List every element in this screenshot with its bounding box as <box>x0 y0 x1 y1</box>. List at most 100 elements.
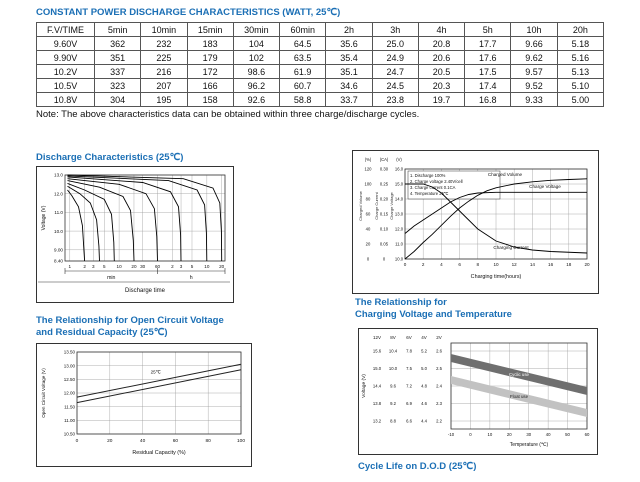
table-header-cell: 20h <box>556 22 605 37</box>
svg-text:10.0: 10.0 <box>395 257 404 262</box>
value-cell: 225 <box>140 50 188 65</box>
value-cell: 98.6 <box>232 64 281 79</box>
svg-text:6: 6 <box>458 262 461 267</box>
value-cell: 232 <box>140 36 188 51</box>
svg-text:13.0: 13.0 <box>54 173 63 178</box>
svg-text:12.50: 12.50 <box>64 377 76 382</box>
value-cell: 35.4 <box>325 50 373 65</box>
svg-text:8: 8 <box>477 262 480 267</box>
value-cell: 35.1 <box>325 64 373 79</box>
value-cell: 34.6 <box>325 78 373 93</box>
svg-text:10.0: 10.0 <box>389 366 398 371</box>
svg-text:4.8: 4.8 <box>421 384 427 389</box>
svg-text:40: 40 <box>140 438 146 444</box>
svg-text:0: 0 <box>404 262 407 267</box>
value-cell: 61.9 <box>279 64 327 79</box>
svg-text:Charge Current: Charge Current <box>374 191 379 219</box>
svg-text:4. Temperature 25℃: 4. Temperature 25℃ <box>410 191 449 196</box>
fv-cell: 10.8V <box>36 92 95 107</box>
value-cell: 17.6 <box>464 50 512 65</box>
value-cell: 158 <box>186 92 234 107</box>
svg-text:Charge Voltage: Charge Voltage <box>389 191 394 219</box>
value-cell: 9.62 <box>510 50 558 65</box>
svg-text:2.6: 2.6 <box>436 349 442 354</box>
value-cell: 5.18 <box>556 36 605 51</box>
svg-text:Charged Volume: Charged Volume <box>358 190 363 221</box>
value-cell: 20.6 <box>417 50 466 65</box>
page-title: CONSTANT POWER DISCHARGE CHARACTERISTICS… <box>36 7 341 18</box>
value-cell: 172 <box>186 64 234 79</box>
svg-text:13.8: 13.8 <box>373 401 382 406</box>
cycle-life-title: Cycle Life on D.O.D (25℃) <box>358 461 477 472</box>
svg-text:5.2: 5.2 <box>421 349 427 354</box>
svg-text:20: 20 <box>107 438 113 444</box>
svg-text:Cyclic use: Cyclic use <box>509 372 530 377</box>
svg-text:0.20: 0.20 <box>380 197 389 202</box>
temp-chart-svg: 12V 8V 6V 4V 2V 15.6 10.4 7.8 5.2 2.6 15.0 10.0 7.5 5… <box>361 335 590 448</box>
svg-text:20: 20 <box>584 262 590 267</box>
svg-text:5: 5 <box>191 264 194 269</box>
svg-text:Charging time(hours): Charging time(hours) <box>471 274 522 280</box>
svg-text:1. Discharge 100%: 1. Discharge 100% <box>410 173 446 178</box>
svg-text:30: 30 <box>140 264 146 269</box>
value-cell: 20.3 <box>417 78 466 93</box>
svg-text:60: 60 <box>173 438 179 444</box>
svg-text:15.0: 15.0 <box>373 366 382 371</box>
svg-text:2: 2 <box>83 264 86 269</box>
svg-text:12: 12 <box>512 262 518 267</box>
svg-text:Voltage (V): Voltage (V) <box>41 205 47 230</box>
table-header-cell: 10min <box>140 22 188 37</box>
svg-text:13.0: 13.0 <box>395 212 404 217</box>
table-row: 10.2V 337 216 172 98.6 61.9 35.1 24.7 20.5 17.5 9.… <box>36 64 605 79</box>
svg-text:0.05: 0.05 <box>380 242 389 247</box>
discharge-chart-title: Discharge Characteristics (25℃) <box>36 152 184 163</box>
svg-text:18: 18 <box>566 262 572 267</box>
svg-text:-10: -10 <box>448 432 455 437</box>
svg-text:11.0: 11.0 <box>395 242 404 247</box>
value-cell: 19.7 <box>417 92 466 107</box>
table-header-cell: 15min <box>186 22 234 37</box>
value-cell: 9.52 <box>510 78 558 93</box>
svg-text:4V: 4V <box>421 335 427 340</box>
value-cell: 304 <box>93 92 142 107</box>
table-header-cell: F.V/TIME <box>36 22 95 37</box>
table-row: 9.90V 351 225 179 102 63.5 35.4 24.9 20.6 17.6 9.6… <box>36 50 605 65</box>
value-cell: 58.8 <box>279 92 327 107</box>
value-cell: 33.7 <box>325 92 373 107</box>
svg-text:100: 100 <box>237 438 245 444</box>
svg-text:1: 1 <box>68 264 71 269</box>
table-row: 10.8V 304 195 158 92.6 58.8 33.7 23.8 19.7 16.8 9.… <box>36 92 605 107</box>
table-header-cell: 30min <box>232 22 281 37</box>
value-cell: 20.8 <box>417 36 466 51</box>
table-header-row: F.V/TIME 5min 10min 15min 30min 60min 2h 3h 4h 5h… <box>36 22 605 37</box>
table-header-cell: 60min <box>279 22 327 37</box>
value-cell: 35.6 <box>325 36 373 51</box>
value-cell: 64.5 <box>279 36 327 51</box>
svg-text:14.0: 14.0 <box>395 197 404 202</box>
svg-text:0.15: 0.15 <box>380 212 389 217</box>
svg-text:10.50: 10.50 <box>64 432 76 437</box>
svg-text:2.4: 2.4 <box>436 384 442 389</box>
value-cell: 24.9 <box>371 50 419 65</box>
svg-text:2: 2 <box>171 264 174 269</box>
fv-cell: 10.2V <box>36 64 95 79</box>
svg-text:10.0: 10.0 <box>54 229 63 234</box>
svg-text:0: 0 <box>469 432 472 437</box>
value-cell: 323 <box>93 78 142 93</box>
table-row: 10.5V 323 207 166 96.2 60.7 34.6 24.5 20.3 17.4 9.… <box>36 78 605 93</box>
svg-text:12.0: 12.0 <box>395 227 404 232</box>
value-cell: 5.16 <box>556 50 605 65</box>
svg-text:(%): (%) <box>365 157 372 162</box>
svg-text:10: 10 <box>487 432 492 437</box>
svg-text:16: 16 <box>548 262 554 267</box>
value-cell: 104 <box>232 36 281 51</box>
svg-text:2.3: 2.3 <box>436 401 442 406</box>
svg-text:Charged Volume: Charged Volume <box>488 172 523 177</box>
svg-text:8.40: 8.40 <box>54 259 63 264</box>
svg-text:13.50: 13.50 <box>64 350 76 355</box>
svg-text:13.00: 13.00 <box>64 363 76 368</box>
value-cell: 351 <box>93 50 142 65</box>
note-text: Note: The above characteristics data can… <box>36 109 420 120</box>
value-cell: 63.5 <box>279 50 327 65</box>
